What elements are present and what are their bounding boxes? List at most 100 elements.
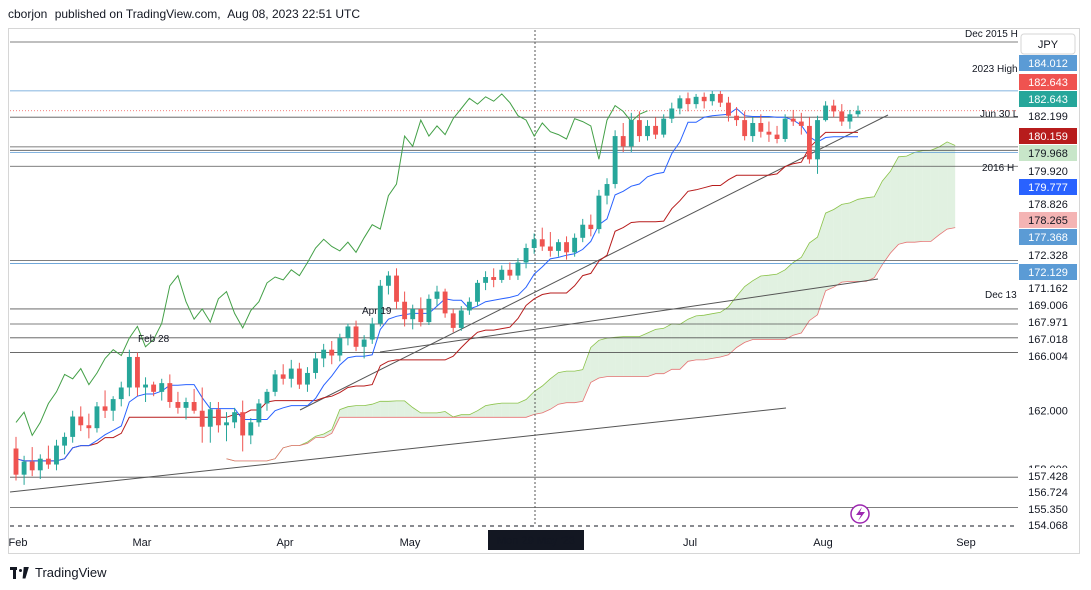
candle-body (580, 224, 586, 238)
cloud-segment (509, 403, 518, 418)
price-tag: 172.129 (1019, 264, 1077, 280)
price-tag-bg (1019, 145, 1077, 161)
event-marker-bolt (856, 507, 865, 521)
cloud-segment (574, 369, 583, 403)
price-tag-bg (1019, 517, 1077, 533)
x-tick-label: May (400, 537, 421, 549)
cloud-segment (906, 152, 915, 243)
candle-body (709, 93, 715, 102)
cloud-segment (801, 242, 810, 333)
candle-body (572, 237, 578, 253)
candle-body (766, 131, 772, 135)
candle-body (612, 136, 618, 185)
candle-body (232, 412, 238, 423)
candle-body (70, 416, 76, 437)
candle-body (669, 108, 675, 119)
cloud-segment (947, 141, 956, 230)
cloud-segment (841, 202, 850, 283)
trend-line-upper (379, 278, 879, 353)
candle-body (215, 409, 221, 426)
cloud-segment (736, 286, 745, 348)
candle-body (86, 425, 92, 429)
price-tag-value: 182.199 (1028, 111, 1068, 123)
crosshair-date-label: Mon 29 May '23 (497, 535, 575, 547)
price-tag-value: 184.012 (1028, 58, 1068, 70)
cloud-segment (785, 262, 794, 340)
candle-body (369, 323, 375, 340)
cloud-segment (922, 150, 931, 242)
x-tick-label: Aug (813, 537, 833, 549)
price-tag-value: 179.777 (1028, 182, 1068, 194)
price-tag-bg (1019, 280, 1077, 296)
price-tag: 179.777 (1019, 179, 1077, 195)
candle-body (564, 242, 569, 253)
candle-body (466, 301, 472, 311)
x-tick-label: Sep (956, 537, 976, 549)
footer-brand-name[interactable]: TradingView (35, 565, 107, 580)
cloud-segment (833, 204, 842, 288)
candle-body (604, 184, 610, 196)
candle-body (588, 224, 594, 230)
price-tag-bg (1019, 55, 1077, 71)
cloud-segment (793, 257, 802, 336)
cloud-segment (720, 306, 729, 357)
author-name[interactable]: cborjon (8, 7, 48, 21)
ichimoku-cloud (226, 141, 956, 461)
y-tick-label: 162.000 (1028, 406, 1068, 418)
price-tag-value: 182.643 (1028, 94, 1068, 106)
candle-body (353, 326, 359, 347)
candle-body (175, 402, 181, 408)
candle-body (345, 326, 351, 339)
price-tag-bg (1019, 91, 1077, 107)
price-tag-bg (1019, 179, 1077, 195)
price-tag: 167.018 (1019, 331, 1077, 347)
cloud-segment (477, 405, 486, 418)
cloud-segment (412, 407, 421, 418)
price-tag-bg (1019, 196, 1077, 212)
chart-frame (8, 28, 1080, 554)
price-tag-bg (1019, 348, 1077, 364)
candle-body (183, 402, 189, 408)
cloud-segment (647, 329, 656, 377)
cloud-segment (323, 429, 332, 438)
price-tag: 179.968 (1019, 145, 1077, 161)
x-tick-label: Apr (276, 537, 293, 549)
cloud-segment (809, 237, 818, 321)
cloud-segment (882, 171, 891, 265)
price-tag: 157.428 (1019, 468, 1077, 484)
cloud-segment (615, 336, 624, 377)
price-tag-bg (1019, 484, 1077, 500)
trend-line-middle (299, 114, 889, 411)
candle-body (774, 134, 780, 139)
candle-body (847, 114, 853, 122)
price-tag-value: 172.129 (1028, 267, 1068, 279)
cloud-segment (598, 338, 608, 379)
candle-body (224, 422, 229, 426)
candle-body (78, 416, 84, 426)
price-tag-value: 156.724 (1028, 487, 1068, 499)
candle-body (782, 118, 788, 139)
level-annotation: 2023 High (972, 64, 1018, 75)
candle-body (110, 399, 116, 411)
price-tag-value: 155.350 (1028, 504, 1068, 516)
price-tag: 182.643 (1019, 74, 1077, 90)
candle-body (620, 136, 626, 147)
cloud-segment (493, 403, 502, 418)
candle-body (515, 262, 521, 276)
level-annotation: Dec 2015 H (965, 29, 1018, 40)
candle-body (815, 120, 820, 160)
price-tag: 180.159 (1019, 128, 1077, 144)
price-tag-value: 167.018 (1028, 334, 1068, 346)
candle-body (135, 356, 140, 388)
candle-body (54, 445, 59, 465)
price-tag-value: 171.162 (1028, 283, 1068, 295)
candle-body (726, 102, 731, 116)
level-annotation: Dec 13 (985, 290, 1017, 301)
candle-body (806, 125, 812, 160)
cloud-segment (542, 378, 551, 413)
candle-body (507, 269, 513, 276)
price-tag-bg (1019, 229, 1077, 245)
cloud-segment (420, 412, 429, 418)
candle-body (329, 349, 335, 356)
